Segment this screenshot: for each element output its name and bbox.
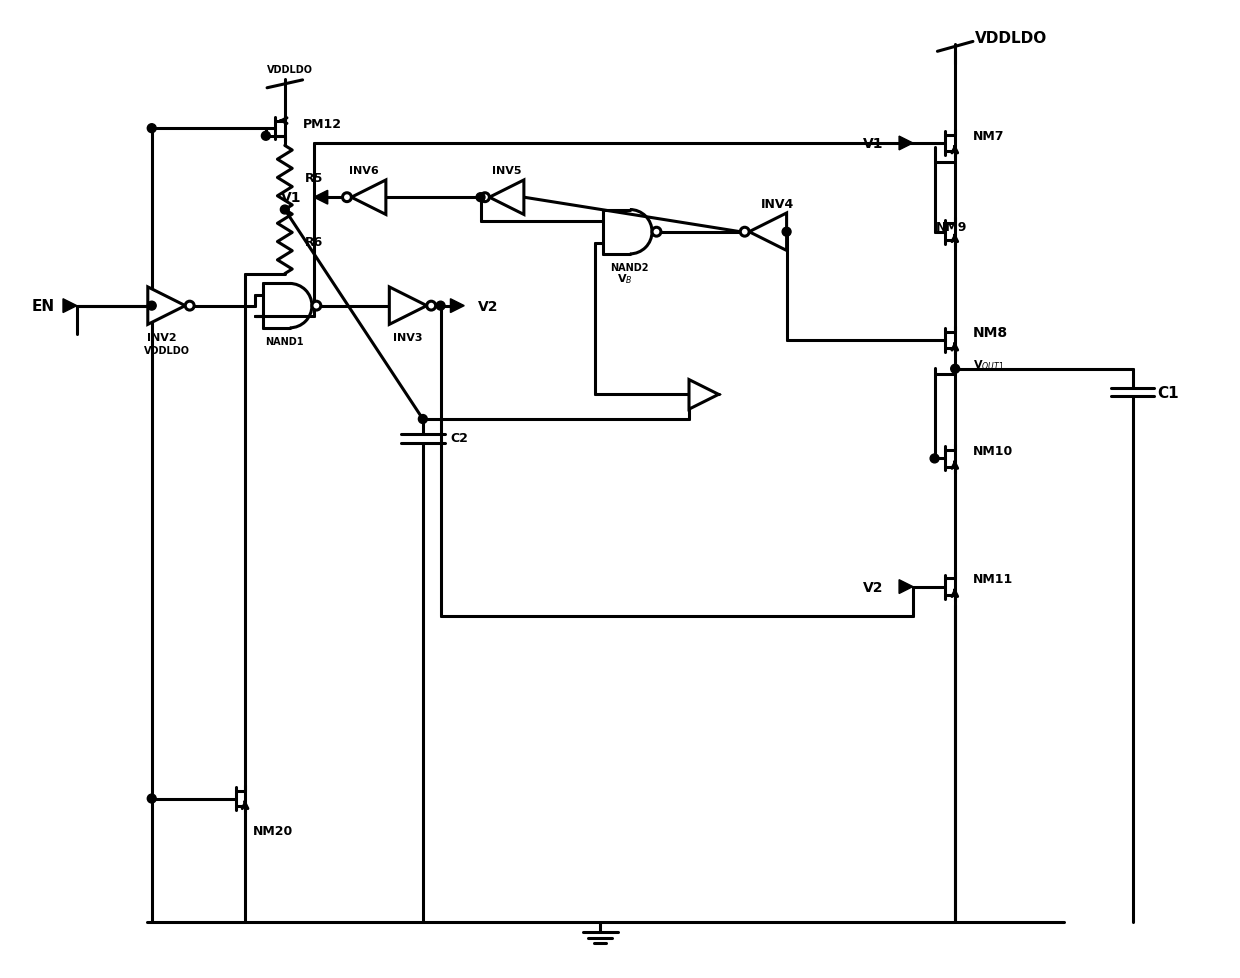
Circle shape <box>418 415 428 424</box>
Polygon shape <box>314 191 327 204</box>
Circle shape <box>148 124 156 133</box>
Text: NM20: NM20 <box>253 823 294 837</box>
Circle shape <box>930 455 939 464</box>
Circle shape <box>427 302 435 311</box>
Text: PM12: PM12 <box>303 117 341 131</box>
Text: NAND2: NAND2 <box>610 262 649 273</box>
Text: INV3: INV3 <box>393 333 423 343</box>
Circle shape <box>148 302 156 311</box>
Polygon shape <box>490 181 523 215</box>
Text: NM10: NM10 <box>973 445 1013 458</box>
Text: INV4: INV4 <box>761 198 795 210</box>
Polygon shape <box>899 137 913 151</box>
Text: NAND1: NAND1 <box>265 336 304 346</box>
Text: EN: EN <box>32 299 55 314</box>
Text: V1: V1 <box>863 137 883 151</box>
Circle shape <box>481 194 490 202</box>
Circle shape <box>148 794 156 803</box>
Polygon shape <box>389 288 427 325</box>
Text: C1: C1 <box>1157 385 1179 400</box>
Text: V2: V2 <box>863 580 883 594</box>
Polygon shape <box>148 288 185 325</box>
Text: VDDLDO: VDDLDO <box>267 65 312 75</box>
Text: V1: V1 <box>280 191 301 205</box>
Text: NM9: NM9 <box>935 221 967 234</box>
Text: INV6: INV6 <box>348 166 378 176</box>
Circle shape <box>185 302 195 311</box>
Text: INV5: INV5 <box>492 166 521 176</box>
Circle shape <box>740 228 749 237</box>
Polygon shape <box>689 380 719 410</box>
Polygon shape <box>450 299 464 313</box>
Circle shape <box>476 194 485 202</box>
Circle shape <box>280 205 289 215</box>
Text: R6: R6 <box>305 236 322 248</box>
Text: V$_{OUT1}$: V$_{OUT1}$ <box>973 358 1004 372</box>
Circle shape <box>782 228 791 237</box>
Text: V$_B$: V$_B$ <box>618 272 632 287</box>
Text: NM7: NM7 <box>973 129 1004 143</box>
Circle shape <box>652 228 661 237</box>
Polygon shape <box>749 214 786 251</box>
Text: VDDLDO: VDDLDO <box>144 345 190 356</box>
Polygon shape <box>899 580 913 594</box>
Text: NM11: NM11 <box>973 572 1013 586</box>
Circle shape <box>262 132 270 141</box>
Circle shape <box>342 194 351 202</box>
Text: C2: C2 <box>450 432 469 445</box>
Circle shape <box>951 365 960 374</box>
Circle shape <box>312 302 321 311</box>
Text: V2: V2 <box>479 299 498 313</box>
Text: INV2: INV2 <box>146 333 176 343</box>
Text: VDDLDO: VDDLDO <box>975 31 1047 46</box>
Polygon shape <box>351 181 386 215</box>
Polygon shape <box>63 299 77 313</box>
Text: NM8: NM8 <box>973 326 1008 340</box>
Text: R5: R5 <box>305 172 322 185</box>
Circle shape <box>436 302 445 311</box>
